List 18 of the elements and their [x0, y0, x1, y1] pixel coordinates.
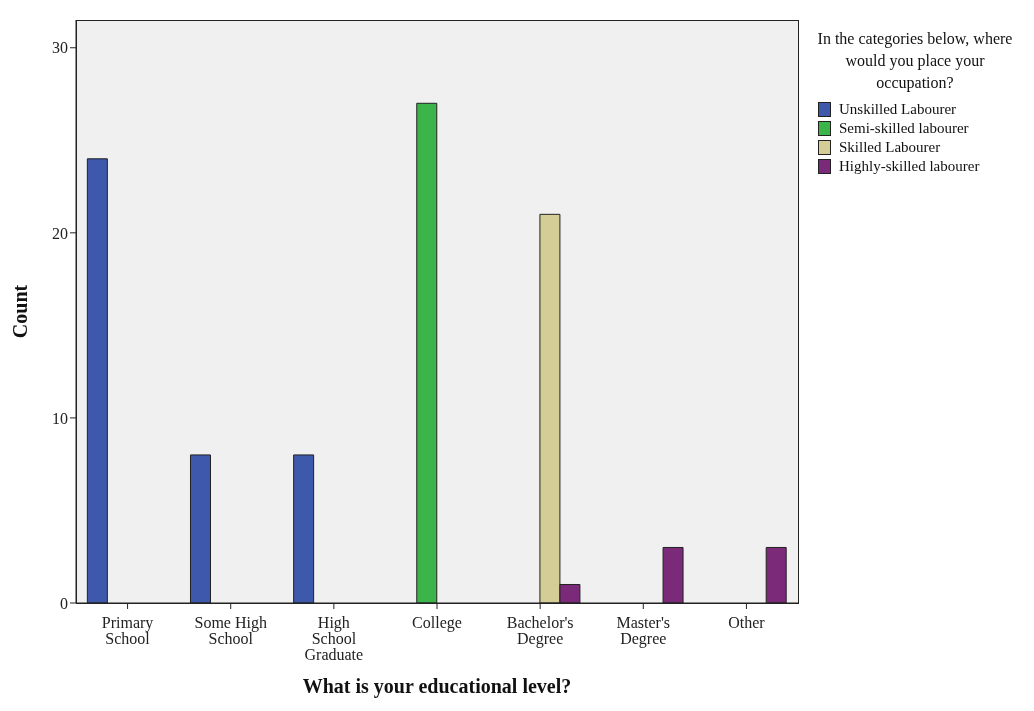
x-axis-title: What is your educational level? — [302, 675, 572, 698]
y-tick-label: 20 — [52, 224, 68, 242]
x-tick-label: Master's Degree — [616, 614, 671, 649]
x-tick-label: Primary School — [101, 614, 154, 648]
legend-label: Skilled Labourer — [838, 138, 942, 157]
x-tick-label: Other — [728, 614, 766, 632]
x-tick-label: Some High School — [194, 614, 267, 648]
legend-label: Unskilled Labourer — [838, 100, 958, 119]
y-tick-label: 10 — [52, 409, 68, 427]
y-tick-label: 30 — [52, 39, 68, 57]
y-axis-title: Count — [9, 284, 32, 339]
x-tick-label: High School Graduate — [304, 614, 364, 664]
legend-label: Highly-skilled labourer — [838, 157, 981, 176]
x-tick-label: College — [412, 614, 462, 633]
y-tick-label: 0 — [60, 594, 68, 612]
x-tick-label: Bachelor's Degree — [506, 614, 574, 649]
legend-label: Semi-skilled labourer — [838, 119, 970, 138]
legend-title: In the categories below, where would you place your occupation? — [816, 29, 1014, 94]
